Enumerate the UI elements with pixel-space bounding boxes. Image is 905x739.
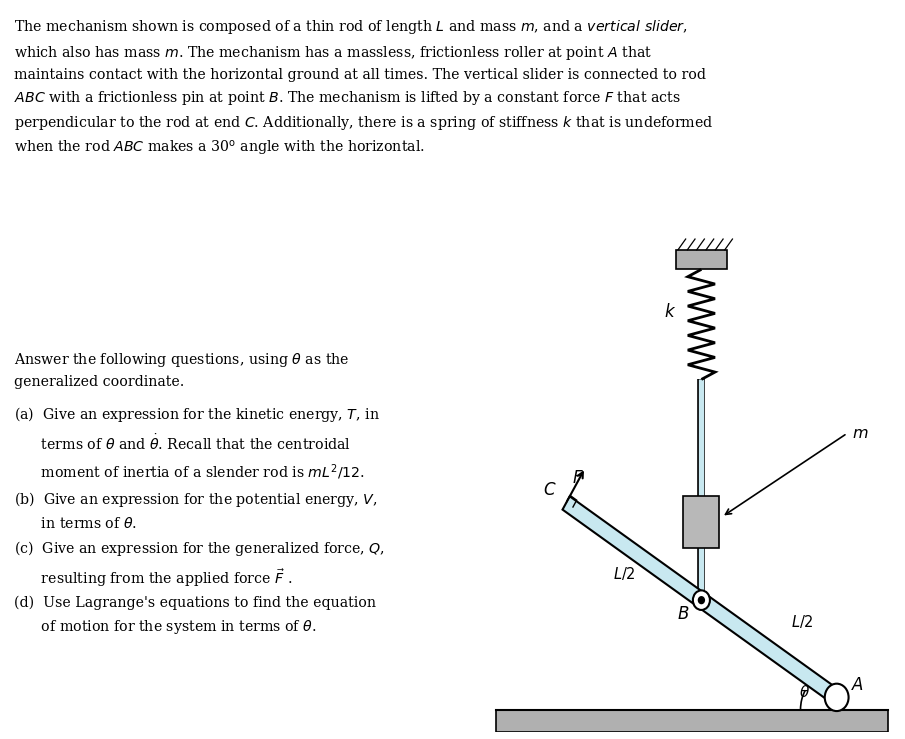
Text: The mechanism shown is composed of a thin rod of length $L$ and mass $m$, and a : The mechanism shown is composed of a thi… (14, 18, 713, 158)
Bar (496, 709, 888, 732)
Text: $k$: $k$ (663, 303, 676, 321)
Text: Answer the following questions, using $\theta$ as the
generalized coordinate.: Answer the following questions, using $\… (14, 351, 349, 389)
Circle shape (699, 596, 704, 604)
Text: $L/2$: $L/2$ (792, 613, 814, 630)
Text: $C$: $C$ (543, 483, 557, 500)
Text: $F$: $F$ (572, 470, 584, 487)
Text: $A$: $A$ (852, 677, 864, 694)
Text: (a)  Give an expression for the kinetic energy, $T$, in
      terms of $\theta$ : (a) Give an expression for the kinetic e… (14, 405, 385, 636)
Bar (676, 250, 727, 270)
Circle shape (693, 590, 710, 610)
Polygon shape (563, 497, 840, 704)
Text: $B$: $B$ (677, 606, 690, 623)
Text: $\theta$: $\theta$ (799, 684, 810, 701)
Text: $L/2$: $L/2$ (613, 565, 635, 582)
Circle shape (824, 684, 849, 711)
Text: $m$: $m$ (852, 425, 868, 442)
Bar (683, 496, 719, 548)
